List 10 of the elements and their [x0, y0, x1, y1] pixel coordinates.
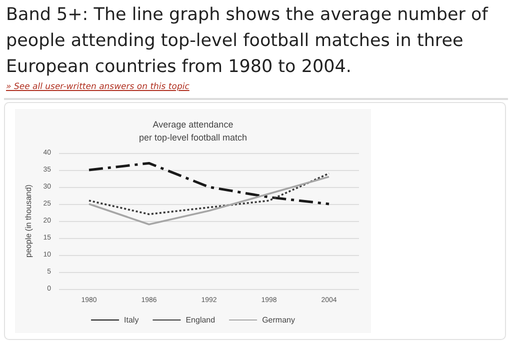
line-series	[88, 172, 330, 216]
line-series	[88, 176, 330, 226]
legend-label: Italy	[124, 316, 139, 324]
y-axis-title: people (in thousand)	[24, 184, 33, 258]
line-series	[88, 162, 330, 206]
chart-subtitle: Average attendance per top-level football match	[138, 120, 248, 142]
legend-label: Germany	[262, 316, 295, 324]
legend-label: England	[186, 316, 216, 324]
chart-title: Band 5+: The line graph shows the average number of people attending top-level football matches in three European countries from 1980 to 2004.	[6, 4, 490, 79]
text: » See all user-written answers on this topic	[6, 82, 190, 92]
